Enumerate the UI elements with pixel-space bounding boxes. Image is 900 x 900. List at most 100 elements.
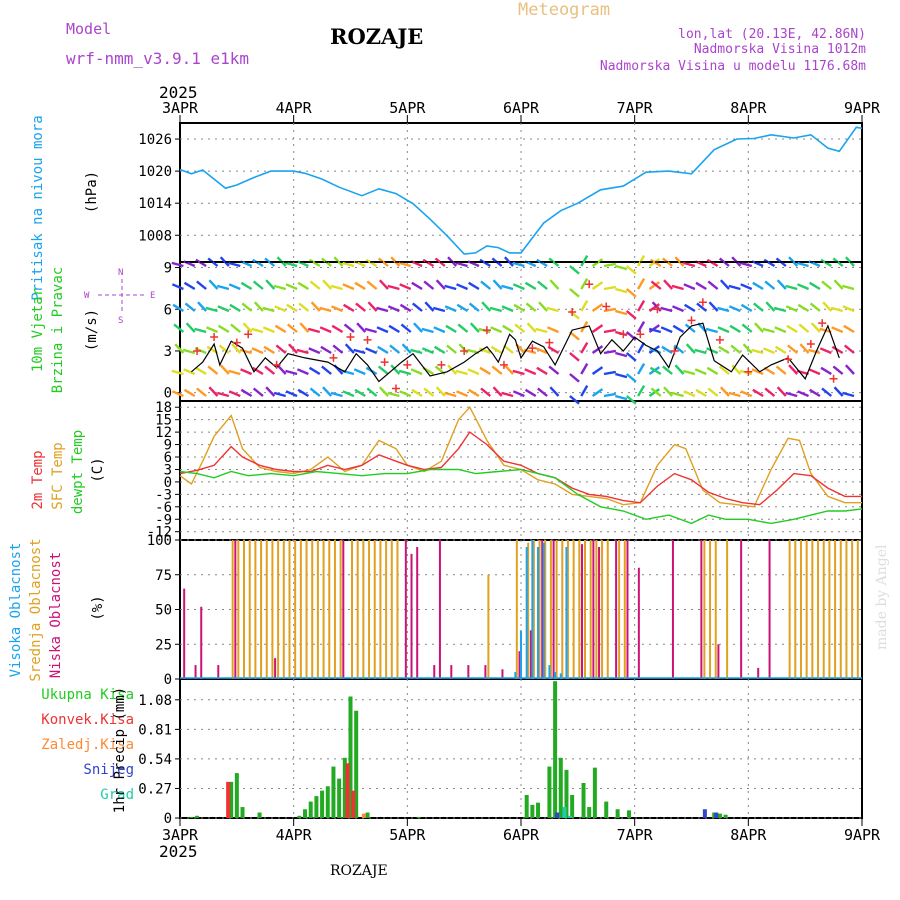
wind-barb: [637, 385, 646, 397]
wind-barb: [842, 391, 855, 398]
wind-barb: [741, 323, 753, 333]
wind-barb: [411, 388, 423, 398]
wind-barb: [580, 278, 589, 290]
compass-n: N: [118, 268, 123, 278]
wind-barb: [833, 279, 844, 290]
wind-barb: [445, 324, 457, 334]
wind-barb: [239, 348, 252, 355]
wind-barb: [309, 280, 321, 290]
wind-gust-marker: [363, 335, 372, 344]
wind-barb: [219, 256, 230, 267]
temp-ytick-label: -9: [155, 512, 172, 528]
wind-barb: [591, 281, 604, 290]
wind-barb: [330, 391, 343, 398]
wind-barb: [785, 391, 798, 398]
wind-barb: [421, 327, 434, 334]
wind-barb: [832, 365, 844, 375]
wind-compass-legend: N W E S: [84, 268, 155, 326]
wind-barb: [310, 301, 321, 312]
plot-area: 10081014102010260369-12-9-6-303691215180…: [138, 99, 881, 844]
wind-barb: [228, 283, 241, 291]
wind-barb: [264, 257, 276, 267]
wind-barb: [252, 366, 264, 376]
precip-frame: [179, 678, 863, 819]
precip-bar: [320, 790, 325, 818]
wind-barb: [843, 324, 855, 334]
wind-barb: [648, 327, 662, 334]
wind-barb: [708, 301, 719, 312]
wind-title-line1: 10m Vjetar: [30, 288, 46, 372]
wind-barb: [740, 390, 753, 398]
wind-barb: [773, 306, 787, 313]
wind-barb: [174, 343, 185, 354]
wind-barb: [240, 368, 253, 376]
wind-barb: [432, 306, 446, 313]
wind-barb: [774, 326, 787, 334]
wind-barb: [603, 262, 617, 268]
wind-barb: [764, 387, 776, 397]
wind-gust-marker: [380, 358, 389, 367]
temp-ytick-label: 15: [155, 413, 172, 429]
precip-bar: [342, 757, 347, 818]
wind-barb: [580, 342, 589, 354]
wind-barb: [728, 305, 741, 313]
wind-barb: [707, 387, 719, 397]
wind-barb: [413, 322, 423, 333]
wind-barb: [535, 347, 548, 355]
precip-bar: [331, 766, 336, 818]
wind-barb: [467, 368, 480, 376]
wind-barb: [663, 386, 674, 397]
wind-barb: [433, 326, 446, 334]
bottom-xtick-label: 3APR: [162, 826, 199, 844]
wind-gust-marker: [499, 360, 508, 369]
wind-barb: [322, 386, 333, 397]
wind-barb: [399, 390, 412, 398]
wind-gust-marker: [244, 330, 253, 339]
wind-barb: [637, 278, 646, 290]
wind-barb: [455, 261, 468, 268]
wind-barb: [331, 305, 344, 313]
precip-bar: [195, 815, 200, 818]
wind-gust-marker: [670, 346, 679, 355]
wind-barb: [240, 388, 253, 398]
top-xtick-label: 9APR: [844, 99, 881, 117]
wind-barb: [273, 391, 287, 398]
wind-barb: [695, 281, 707, 291]
wind-barb: [171, 261, 184, 268]
wind-barb: [264, 365, 276, 375]
precip-bar: [615, 809, 620, 818]
temp-title-sfc: SFC Temp: [50, 442, 66, 509]
wind-barb: [808, 348, 821, 355]
top-xtick-label: 8APR: [730, 99, 767, 117]
wind-barb: [456, 303, 469, 313]
wind-barb: [479, 366, 491, 376]
wind-barb: [844, 256, 855, 267]
wind-barb: [546, 306, 559, 313]
wind-barb: [762, 347, 775, 355]
wind-barb: [820, 258, 832, 268]
wind-gust-marker: [437, 360, 446, 369]
temp-ylabel: (C): [90, 457, 106, 482]
wind-gust-marker: [698, 298, 707, 307]
wind-barb: [672, 305, 685, 313]
wind-barb: [502, 344, 514, 354]
wind-barb: [685, 343, 696, 354]
wind-barb: [398, 369, 412, 376]
bottom-xtick-label: 6APR: [503, 826, 540, 844]
precip-bar: [345, 763, 350, 818]
wind-barb: [788, 364, 799, 375]
temp-dew-line: [179, 468, 863, 525]
wind-barb: [489, 306, 502, 313]
bottom-xtick-label: 9APR: [844, 826, 881, 844]
precip-bar: [592, 767, 597, 818]
wind-barb: [580, 363, 589, 375]
wind-barb: [171, 283, 184, 291]
temp-ytick-label: 9: [164, 438, 172, 454]
precip-ytick-label: 0: [164, 811, 172, 827]
wind-barb: [706, 366, 719, 376]
wind-gust-marker: [568, 308, 577, 317]
temp-ytick-label: -3: [155, 487, 172, 503]
precip-bar: [714, 812, 719, 818]
wind-barb: [171, 369, 184, 376]
wind-barb: [353, 368, 366, 376]
